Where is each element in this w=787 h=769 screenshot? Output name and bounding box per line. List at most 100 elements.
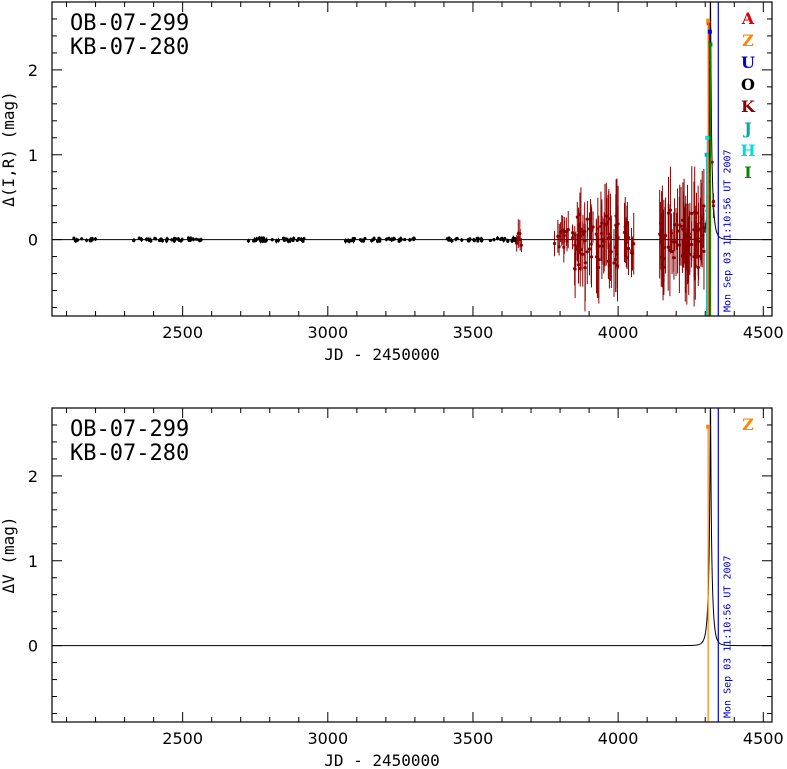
data-point bbox=[624, 234, 628, 238]
x-tick-label: 4000 bbox=[598, 323, 639, 342]
legend-entry-K: K bbox=[741, 97, 756, 116]
data-point bbox=[398, 237, 403, 241]
data-point bbox=[607, 217, 611, 221]
data-point bbox=[157, 238, 162, 243]
data-point bbox=[686, 241, 690, 245]
data-point bbox=[578, 212, 582, 217]
data-point bbox=[566, 228, 570, 232]
data-point bbox=[80, 237, 84, 241]
x-axis-label: JD - 2450000 bbox=[324, 345, 440, 364]
y-tick-label: 0 bbox=[28, 637, 38, 656]
chart-panel-2: Mon Sep 03 11:10:56 UT 2007 2500 3000 3500 4… bbox=[0, 407, 784, 769]
data-point bbox=[392, 236, 396, 241]
legend-entry-Z: Z bbox=[742, 415, 754, 434]
data-point bbox=[699, 239, 703, 243]
data-point bbox=[626, 246, 631, 251]
data-point bbox=[495, 236, 500, 240]
data-point bbox=[677, 243, 681, 247]
data-point bbox=[581, 252, 585, 256]
data-point bbox=[661, 253, 665, 257]
data-point bbox=[614, 257, 618, 262]
data-point bbox=[513, 239, 517, 243]
chart-title-line: KB-07-280 bbox=[70, 35, 189, 60]
data-point bbox=[302, 237, 306, 241]
data-point bbox=[616, 235, 620, 240]
chart-title-line: OB-07-299 bbox=[70, 11, 189, 36]
data-point bbox=[191, 237, 195, 241]
peak-point bbox=[708, 42, 713, 47]
data-point bbox=[377, 236, 381, 240]
data-point bbox=[612, 261, 616, 265]
data-point bbox=[194, 237, 199, 241]
data-point bbox=[615, 263, 619, 267]
legend-entry-J: J bbox=[742, 119, 752, 138]
data-point bbox=[84, 238, 89, 242]
data-point bbox=[576, 233, 581, 237]
data-point bbox=[659, 255, 663, 259]
y-tick-label: 1 bbox=[28, 552, 38, 571]
x-tick-label: 3000 bbox=[307, 729, 348, 748]
data-point bbox=[672, 240, 676, 244]
data-point bbox=[516, 235, 520, 240]
series-K bbox=[515, 55, 716, 312]
data-point bbox=[172, 236, 177, 241]
data-point bbox=[506, 239, 510, 243]
plot-area bbox=[52, 408, 772, 722]
x-axis-label: JD - 2450000 bbox=[324, 751, 440, 769]
data-point bbox=[669, 231, 674, 235]
data-point bbox=[594, 255, 599, 259]
data-point bbox=[475, 236, 479, 240]
x-tick-label: 4500 bbox=[743, 729, 784, 748]
legend-entry-I: I bbox=[744, 163, 751, 182]
chart-title-line: OB-07-299 bbox=[70, 417, 189, 442]
data-point bbox=[180, 237, 184, 242]
y-tick-label: 2 bbox=[28, 61, 38, 80]
x-tick-label: 3500 bbox=[453, 729, 494, 748]
data-point bbox=[680, 254, 684, 258]
data-point bbox=[711, 199, 716, 203]
data-point bbox=[270, 238, 274, 242]
data-point bbox=[370, 238, 374, 243]
data-point bbox=[679, 224, 683, 228]
data-point bbox=[682, 214, 686, 218]
data-point bbox=[585, 217, 589, 221]
data-point bbox=[668, 248, 672, 252]
data-point bbox=[132, 238, 136, 243]
y-tick-label: 1 bbox=[28, 146, 38, 165]
data-point bbox=[702, 204, 706, 208]
data-point bbox=[499, 237, 503, 241]
data-point bbox=[690, 211, 694, 216]
data-point bbox=[344, 239, 348, 243]
data-point bbox=[286, 239, 290, 243]
data-point bbox=[576, 263, 581, 267]
data-point bbox=[72, 236, 76, 240]
x-tick-label: 4000 bbox=[598, 729, 639, 748]
data-point bbox=[384, 237, 388, 241]
data-point bbox=[688, 252, 692, 257]
data-point bbox=[599, 224, 603, 228]
data-point bbox=[350, 239, 354, 243]
data-point bbox=[488, 238, 492, 243]
data-point bbox=[501, 238, 506, 242]
data-point bbox=[675, 229, 680, 233]
x-tick-label: 2500 bbox=[162, 729, 203, 748]
data-point bbox=[578, 266, 582, 271]
data-point bbox=[408, 238, 412, 242]
y-tick-label: 0 bbox=[28, 231, 38, 250]
data-point bbox=[518, 231, 522, 236]
data-point bbox=[573, 233, 577, 237]
data-point bbox=[519, 243, 524, 247]
data-point bbox=[363, 236, 367, 241]
x-tick-label: 4500 bbox=[743, 323, 784, 342]
plot-frame bbox=[51, 407, 773, 723]
x-tick-label: 3500 bbox=[453, 323, 494, 342]
model-curve bbox=[52, 408, 772, 647]
data-point bbox=[696, 239, 701, 243]
data-point bbox=[585, 250, 589, 254]
data-point bbox=[603, 223, 607, 227]
data-point bbox=[693, 251, 697, 256]
data-point bbox=[511, 236, 515, 240]
data-point bbox=[552, 241, 557, 246]
data-point bbox=[146, 237, 150, 241]
data-point bbox=[703, 226, 707, 230]
